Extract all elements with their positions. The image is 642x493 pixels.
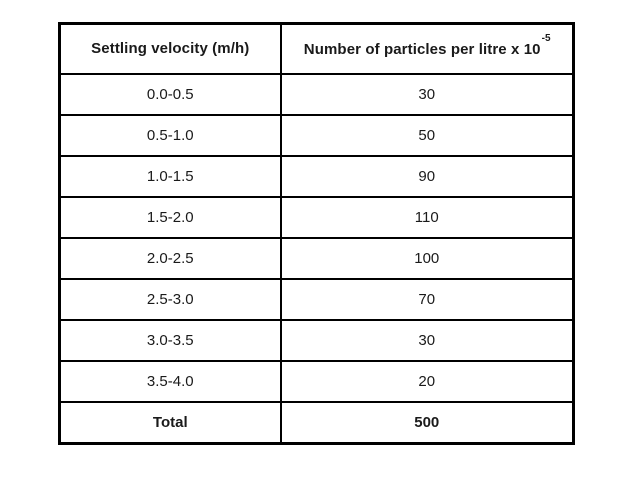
velocity-cell: 0.0-0.5 bbox=[58, 72, 282, 116]
column-header-particles: Number of particles per litre x 10-5 bbox=[279, 22, 575, 75]
velocity-cell: 2.5-3.0 bbox=[58, 278, 282, 322]
velocity-cell: 3.0-3.5 bbox=[58, 319, 282, 363]
velocity-cell: 2.0-2.5 bbox=[58, 236, 282, 281]
table-row: 1.0-1.5 90 bbox=[58, 154, 575, 198]
table-row: 2.5-3.0 70 bbox=[58, 278, 575, 322]
column-header-settling-velocity: Settling velocity (m/h) bbox=[58, 22, 282, 75]
table-row: 3.5-4.0 20 bbox=[58, 360, 575, 404]
table-row: 3.0-3.5 30 bbox=[58, 319, 575, 363]
particles-cell: 50 bbox=[279, 113, 575, 157]
total-value-cell: 500 bbox=[279, 401, 575, 445]
velocity-cell: 1.5-2.0 bbox=[58, 195, 282, 239]
particles-cell: 70 bbox=[279, 278, 575, 322]
column-header-particles-label: Number of particles per litre x 10 bbox=[303, 40, 541, 58]
particles-cell: 100 bbox=[279, 236, 575, 281]
velocity-cell: 1.0-1.5 bbox=[58, 154, 282, 198]
settling-velocity-table: Settling velocity (m/h) Number of partic… bbox=[58, 22, 575, 445]
table-total-row: Total 500 bbox=[58, 401, 575, 445]
velocity-cell: 3.5-4.0 bbox=[58, 360, 282, 404]
table-header-row: Settling velocity (m/h) Number of partic… bbox=[58, 22, 575, 75]
exponent-superscript: -5 bbox=[541, 32, 551, 44]
table-row: 0.0-0.5 30 bbox=[58, 72, 575, 116]
table-row: 2.0-2.5 100 bbox=[58, 236, 575, 281]
velocity-cell: 0.5-1.0 bbox=[58, 113, 282, 157]
table-row: 1.5-2.0 110 bbox=[58, 195, 575, 239]
particles-cell: 90 bbox=[279, 154, 575, 198]
particles-cell: 20 bbox=[279, 360, 575, 404]
particles-cell: 30 bbox=[279, 319, 575, 363]
particles-cell: 110 bbox=[279, 195, 575, 239]
particles-cell: 30 bbox=[279, 72, 575, 116]
table-row: 0.5-1.0 50 bbox=[58, 113, 575, 157]
total-label-cell: Total bbox=[58, 401, 282, 445]
